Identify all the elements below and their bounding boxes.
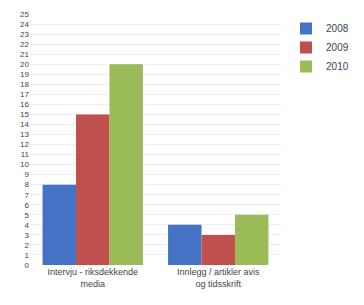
svg-text:2009: 2009 <box>326 42 349 53</box>
svg-text:12: 12 <box>20 140 29 149</box>
svg-text:10: 10 <box>20 160 29 169</box>
svg-text:14: 14 <box>20 120 29 129</box>
svg-text:Intervju - riksdekkendemedia: Intervju - riksdekkendemedia <box>47 267 138 289</box>
svg-text:22: 22 <box>20 40 29 49</box>
svg-text:20: 20 <box>20 60 29 69</box>
svg-text:21: 21 <box>20 50 29 59</box>
svg-text:2010: 2010 <box>326 61 349 72</box>
svg-text:18: 18 <box>20 80 29 89</box>
svg-text:8: 8 <box>25 180 30 189</box>
svg-text:0: 0 <box>25 261 30 270</box>
svg-text:2008: 2008 <box>326 23 349 34</box>
svg-text:17: 17 <box>20 90 29 99</box>
svg-text:23: 23 <box>20 30 29 39</box>
svg-text:24: 24 <box>20 20 29 29</box>
svg-text:2: 2 <box>25 241 30 250</box>
svg-text:5: 5 <box>25 211 30 220</box>
svg-text:6: 6 <box>25 201 30 210</box>
svg-text:4: 4 <box>25 221 30 230</box>
svg-text:15: 15 <box>20 110 29 119</box>
svg-text:16: 16 <box>20 100 29 109</box>
svg-text:19: 19 <box>20 70 29 79</box>
svg-text:3: 3 <box>25 231 30 240</box>
svg-text:7: 7 <box>25 191 30 200</box>
svg-text:9: 9 <box>25 170 30 179</box>
svg-text:25: 25 <box>20 10 29 19</box>
svg-text:Innlegg / artikler avisog tids: Innlegg / artikler avisog tidsskrift <box>177 267 260 289</box>
svg-text:1: 1 <box>25 251 30 260</box>
svg-text:13: 13 <box>20 130 29 139</box>
svg-text:11: 11 <box>21 150 30 159</box>
